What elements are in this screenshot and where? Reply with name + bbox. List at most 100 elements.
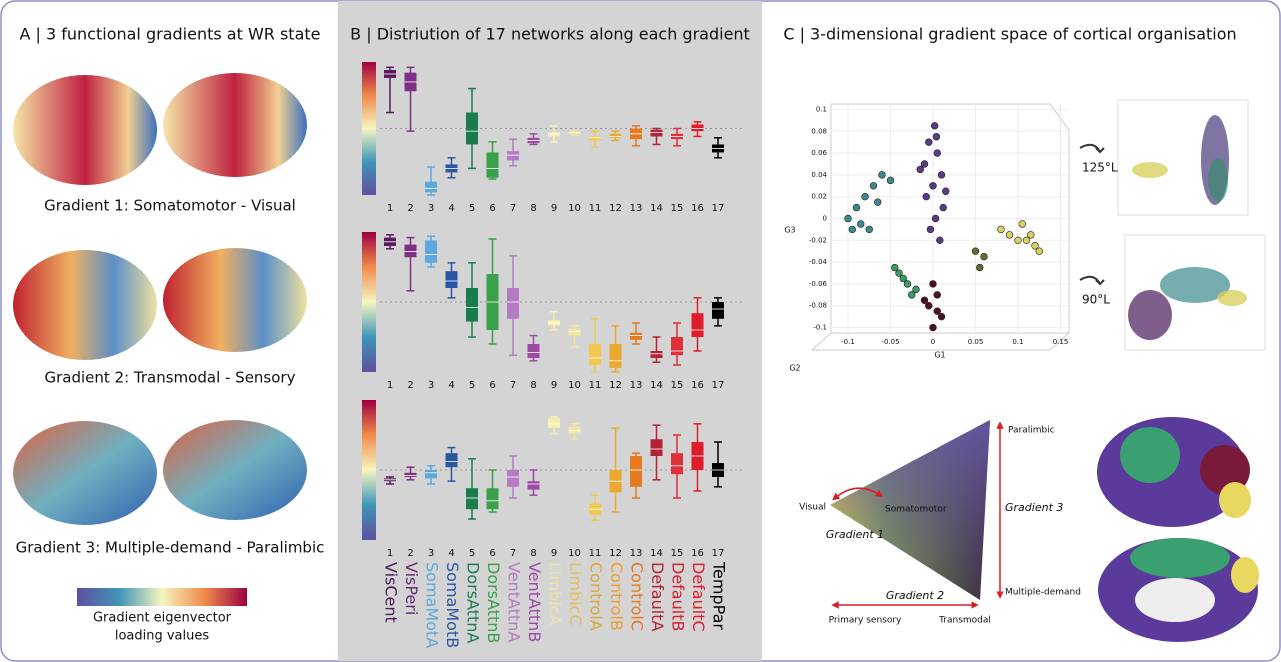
point [998,226,1005,233]
y-tick-label: 0.06 [811,149,827,157]
category-label: 14 [650,203,663,214]
point [934,308,941,315]
category-label: 7 [510,548,516,559]
category-label: 11 [589,203,602,214]
box [548,132,560,136]
category-label: 5 [469,548,475,559]
box [651,439,663,456]
point [930,324,937,331]
colorbar-label: loading values [115,629,210,644]
category-label: 9 [551,548,557,559]
box [528,344,540,358]
y-axis-label: G3 [784,226,795,235]
y-tick-label: 0 [823,215,827,223]
triangle-label: Gradient 3 [1005,501,1063,514]
point [900,275,907,282]
box [466,288,478,322]
box [630,456,642,487]
category-label: 11 [589,380,602,391]
point [845,215,852,222]
x-tick-label: 0.1 [1012,338,1023,346]
category-label: 3 [428,548,434,559]
category-label: 3 [428,203,434,214]
x-tick-label: 0.15 [1053,338,1069,346]
network-name: DefaultB [669,562,688,631]
network-name: SomaMotA [423,562,442,648]
box [589,344,601,365]
triangle-label: Primary sensory [829,616,902,626]
box [425,240,437,262]
y-tick-label: -0.06 [809,280,828,288]
x-axis-label: G1 [934,351,945,360]
point [972,248,979,255]
box [692,313,704,337]
point [891,264,898,271]
category-label: 9 [551,380,557,391]
point [1006,231,1013,238]
point [1019,221,1026,228]
category-label: 15 [671,203,684,214]
point [925,139,932,146]
point [921,297,928,304]
category-label: 4 [448,380,454,391]
category-label: 14 [650,548,663,559]
category-label: 13 [630,548,643,559]
y-tick-label: 0.1 [816,105,827,113]
point [874,199,881,206]
point [866,226,873,233]
panel-b-title: B | Distriution of 17 networks along eac… [350,25,750,44]
box [507,288,519,319]
category-label: 2 [407,203,413,214]
category-label: 12 [609,548,622,559]
category-label: 4 [448,548,454,559]
rotation-label: 125°L [1082,161,1118,175]
category-label: 17 [712,203,725,214]
network-name: DorsAttnB [484,562,503,643]
colorbar [362,62,376,195]
point [1027,231,1034,238]
caption: Gradient 2: Transmodal - Sensory [45,369,296,387]
box [651,130,663,137]
category-label: 17 [712,548,725,559]
point [927,226,934,233]
point [862,193,869,200]
point [930,182,937,189]
point [932,215,939,222]
category-label: 8 [530,548,536,559]
category-label: 2 [407,548,413,559]
category-label: 2 [407,380,413,391]
network-name: LimbicA [546,562,565,625]
colorbar-label: Gradient eigenvector [93,611,232,626]
panel-c-title: C | 3-dimensional gradient space of cort… [783,25,1236,44]
network-name: DefaultA [648,562,667,631]
box [405,245,417,258]
point [879,171,886,178]
category-label: 1 [387,380,393,391]
category-label: 6 [489,380,495,391]
point [1015,237,1022,244]
category-label: 10 [568,548,581,559]
network-name: VentAttnB [525,562,544,642]
box [610,344,622,368]
box [610,134,622,138]
colorbar [362,232,376,372]
point [930,281,937,288]
box [487,488,499,509]
category-label: 15 [671,380,684,391]
network-name: VisCent [382,562,401,623]
category-label: 5 [469,203,475,214]
caption: Gradient 1: Somatomotor - Visual [44,197,296,215]
y-tick-label: -0.04 [809,258,828,266]
category-label: 1 [387,203,393,214]
point [913,286,920,293]
box [446,271,458,288]
point [923,193,930,200]
box [528,481,540,489]
triangle-label: Somatomotor [885,505,947,515]
category-label: 5 [469,380,475,391]
network-name: DorsAttnA [464,562,483,643]
point [976,264,983,271]
box [507,151,519,160]
y-tick-label: 0.08 [811,127,827,135]
category-label: 12 [609,380,622,391]
